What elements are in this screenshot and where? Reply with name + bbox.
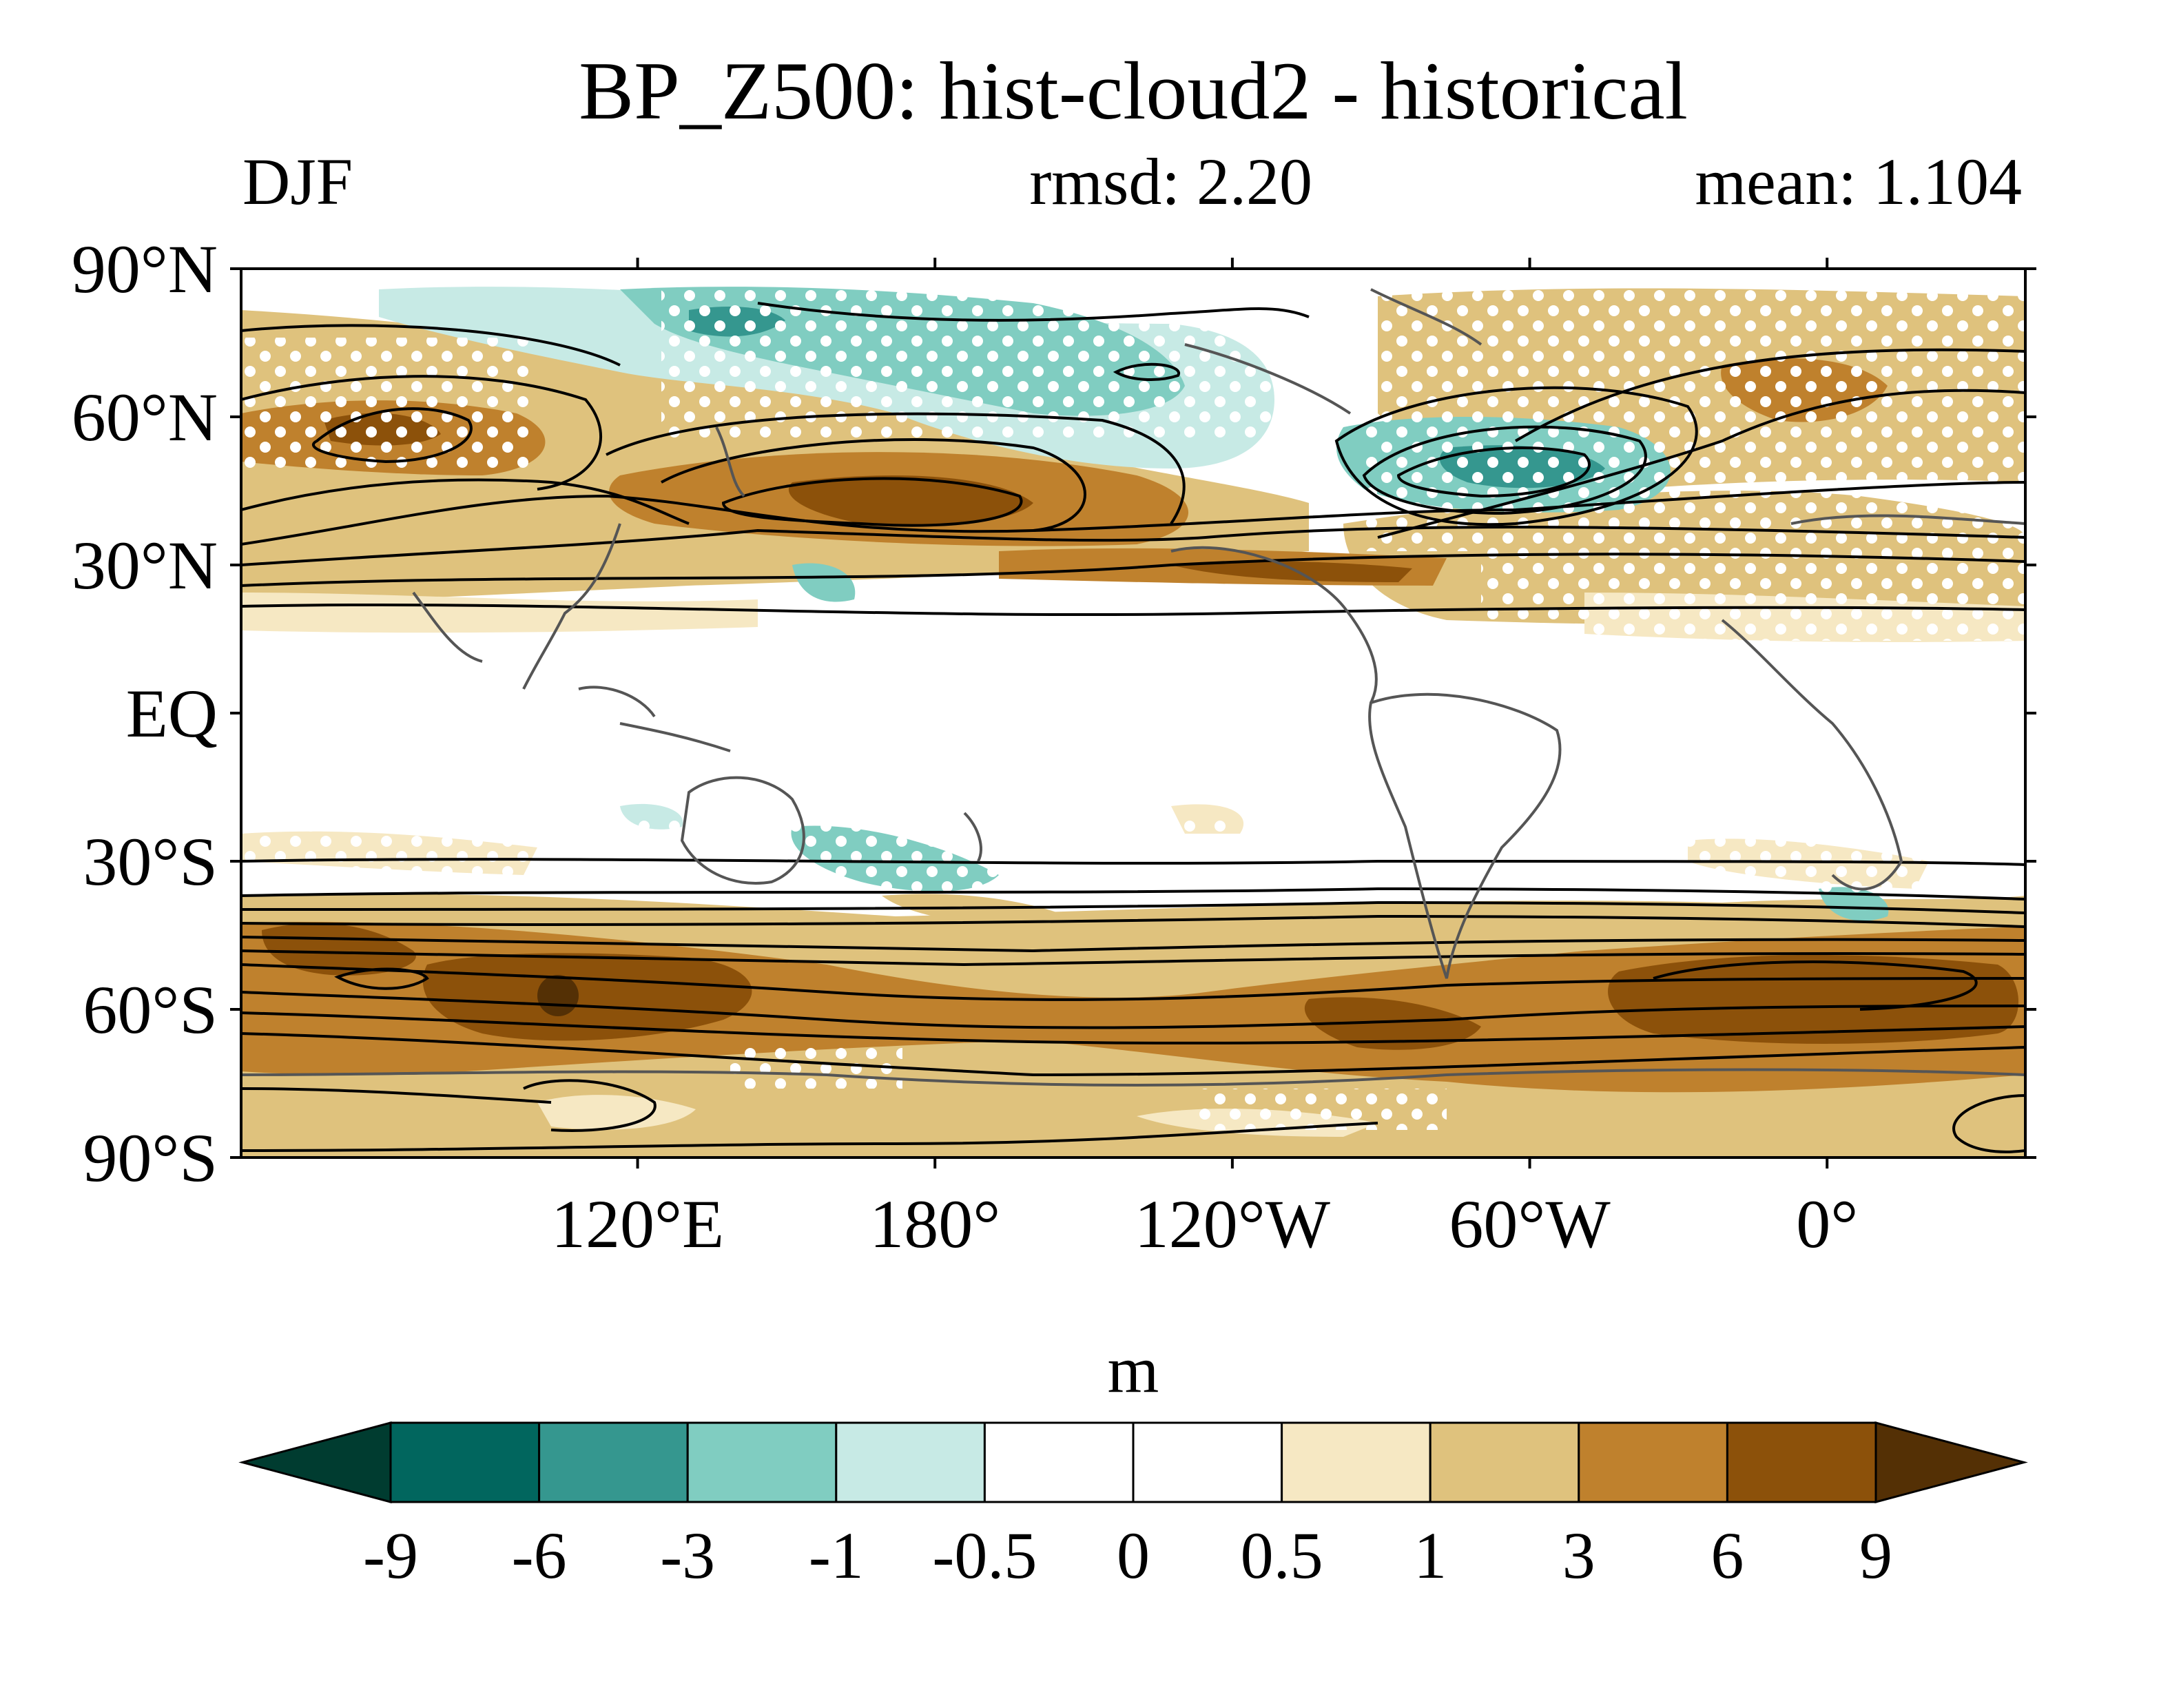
lat-tick-label: 30°S — [83, 823, 218, 900]
coastlines — [241, 288, 2025, 1087]
colorbar-box — [1281, 1421, 1432, 1503]
colorbar-box — [1132, 1421, 1283, 1503]
colorbar-tick-label: 0 — [1117, 1519, 1150, 1592]
colorbar-box — [983, 1421, 1135, 1503]
colorbar-box — [835, 1421, 986, 1503]
colorbar-box — [1429, 1421, 1580, 1503]
axis-ticks — [230, 258, 2036, 1169]
lat-tick-label: 60°S — [83, 971, 218, 1048]
lon-tick-label: 0° — [1796, 1186, 1858, 1262]
colorbar-tick-label: 3 — [1562, 1519, 1595, 1592]
lon-tick-label: 120°W — [1135, 1186, 1331, 1262]
colorbar-tick-label: -3 — [660, 1519, 715, 1592]
colorbar-tick-label: 0.5 — [1241, 1519, 1323, 1592]
season-label: DJF — [242, 145, 353, 218]
map-panel — [241, 269, 2025, 1157]
colorbar-box — [389, 1421, 541, 1503]
lon-tick-label: 180° — [869, 1186, 1000, 1262]
colorbar-tick-label: -6 — [512, 1519, 567, 1592]
lat-tick-label: 90°N — [72, 231, 218, 307]
lat-tick-label: 30°N — [72, 527, 218, 604]
lat-tick-label: EQ — [126, 675, 218, 752]
map-title: BP_Z500: hist-cloud2 - historical — [579, 45, 1688, 136]
lon-tick-label: 60°W — [1449, 1186, 1611, 1262]
rmsd-label: rmsd: 2.20 — [1029, 145, 1312, 218]
lat-tick-label: 60°N — [72, 379, 218, 455]
lat-tick-label: 90°S — [83, 1120, 218, 1196]
colorbar-max-arrow — [1874, 1421, 2028, 1503]
colorbar-box — [538, 1421, 689, 1503]
colorbar-tick-label: -1 — [809, 1519, 864, 1592]
mean-label: mean: 1.104 — [1695, 145, 2022, 218]
lon-tick-label: 120°E — [551, 1186, 724, 1262]
colorbar-box — [1726, 1421, 1877, 1503]
z500-contours — [241, 302, 2025, 1153]
colorbar-tick-label: 9 — [1859, 1519, 1892, 1592]
axis-labels: 90°N 60°N 30°N EQ 30°S 60°S 90°S 120°E 180° 120°W… — [72, 231, 1858, 1262]
colorbar-tick-label: 1 — [1414, 1519, 1447, 1592]
colorbar-unit: m — [1108, 1333, 1159, 1406]
colorbar-tick-label: -0.5 — [932, 1519, 1037, 1592]
colorbar-tick-label: -9 — [363, 1519, 418, 1592]
colorbar: m -9 -6 -3 -1 -0.5 0 0.5 1 3 6 9 — [238, 1333, 2028, 1592]
colorbar-box — [1578, 1421, 1728, 1503]
colorbar-tick-label: 6 — [1711, 1519, 1744, 1592]
colorbar-min-arrow — [238, 1421, 392, 1503]
colorbar-box — [686, 1421, 838, 1503]
